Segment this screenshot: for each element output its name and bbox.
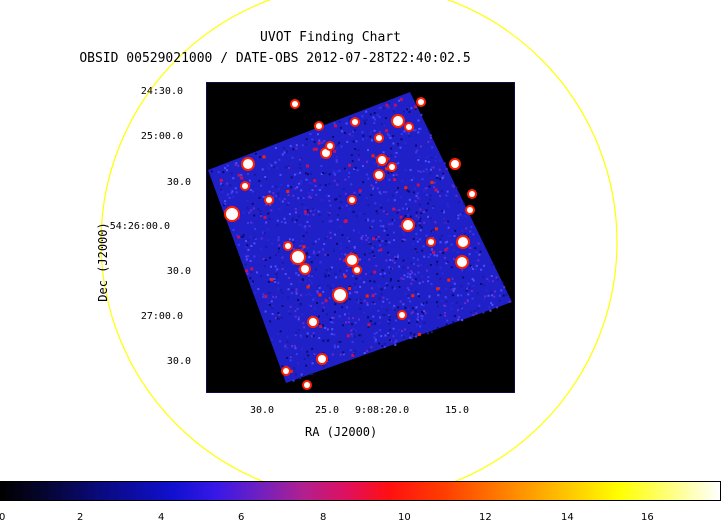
star [327,143,333,149]
star [243,159,253,169]
star [428,239,434,245]
star [451,160,459,168]
x-tick-label: 30.0 [250,405,275,416]
colorbar-tick-label: 16 [641,512,654,523]
star [352,119,358,125]
y-tick-label: 30.0 [166,266,191,277]
star [283,368,289,374]
y-tick-label: 27:00.0 [140,311,183,322]
x-tick-label: 15.0 [445,405,470,416]
y-tick-label: 25:00.0 [140,131,183,142]
x-tick-label: 25.0 [315,405,340,416]
star [334,289,346,301]
colorbar-tick-label: 14 [561,512,574,523]
star [347,255,357,265]
star [378,156,386,164]
colorbar-tick-label: 2 [77,512,84,523]
star [457,257,467,267]
star [301,265,309,273]
star [458,237,468,247]
star [406,124,412,130]
exposure-region [208,92,512,383]
star [316,123,322,129]
colorbar-tick-label: 0 [0,512,6,523]
star [318,355,326,363]
y-tick-label: -54:26:00.0 [103,221,170,232]
colorbar-tick-label: 8 [320,512,327,523]
y-tick-label: 30.0 [166,356,191,367]
x-tick-label: 9:08:20.0 [355,405,410,416]
y-tick-label: 30.0 [166,177,191,188]
star [349,197,355,203]
star [354,267,360,273]
star [403,220,413,230]
x-axis-label: RA (J2000) [305,425,378,439]
sky-image [206,82,515,393]
star [389,164,395,170]
star [322,149,330,157]
colorbar-tick-label: 12 [479,512,492,523]
y-axis-label: Dec (J2000) [96,222,110,302]
star [292,101,298,107]
star [467,207,473,213]
star [266,197,272,203]
star [418,99,424,105]
star [309,318,317,326]
star [393,116,403,126]
colorbar-tick-label: 4 [158,512,165,523]
star [226,208,238,220]
star [376,135,382,141]
chart-subtitle: OBSID 00529021000 / DATE-OBS 2012-07-28T… [79,51,471,66]
colorbar [0,481,721,501]
star [399,312,405,318]
y-tick-label: 24:30.0 [140,86,183,97]
colorbar-tick-label: 6 [238,512,245,523]
star [242,183,248,189]
chart-title: UVOT Finding Chart [260,30,401,45]
star [469,191,475,197]
star [292,251,304,263]
star [375,171,383,179]
star [285,243,291,249]
colorbar-tick-label: 10 [398,512,411,523]
star [304,382,310,388]
